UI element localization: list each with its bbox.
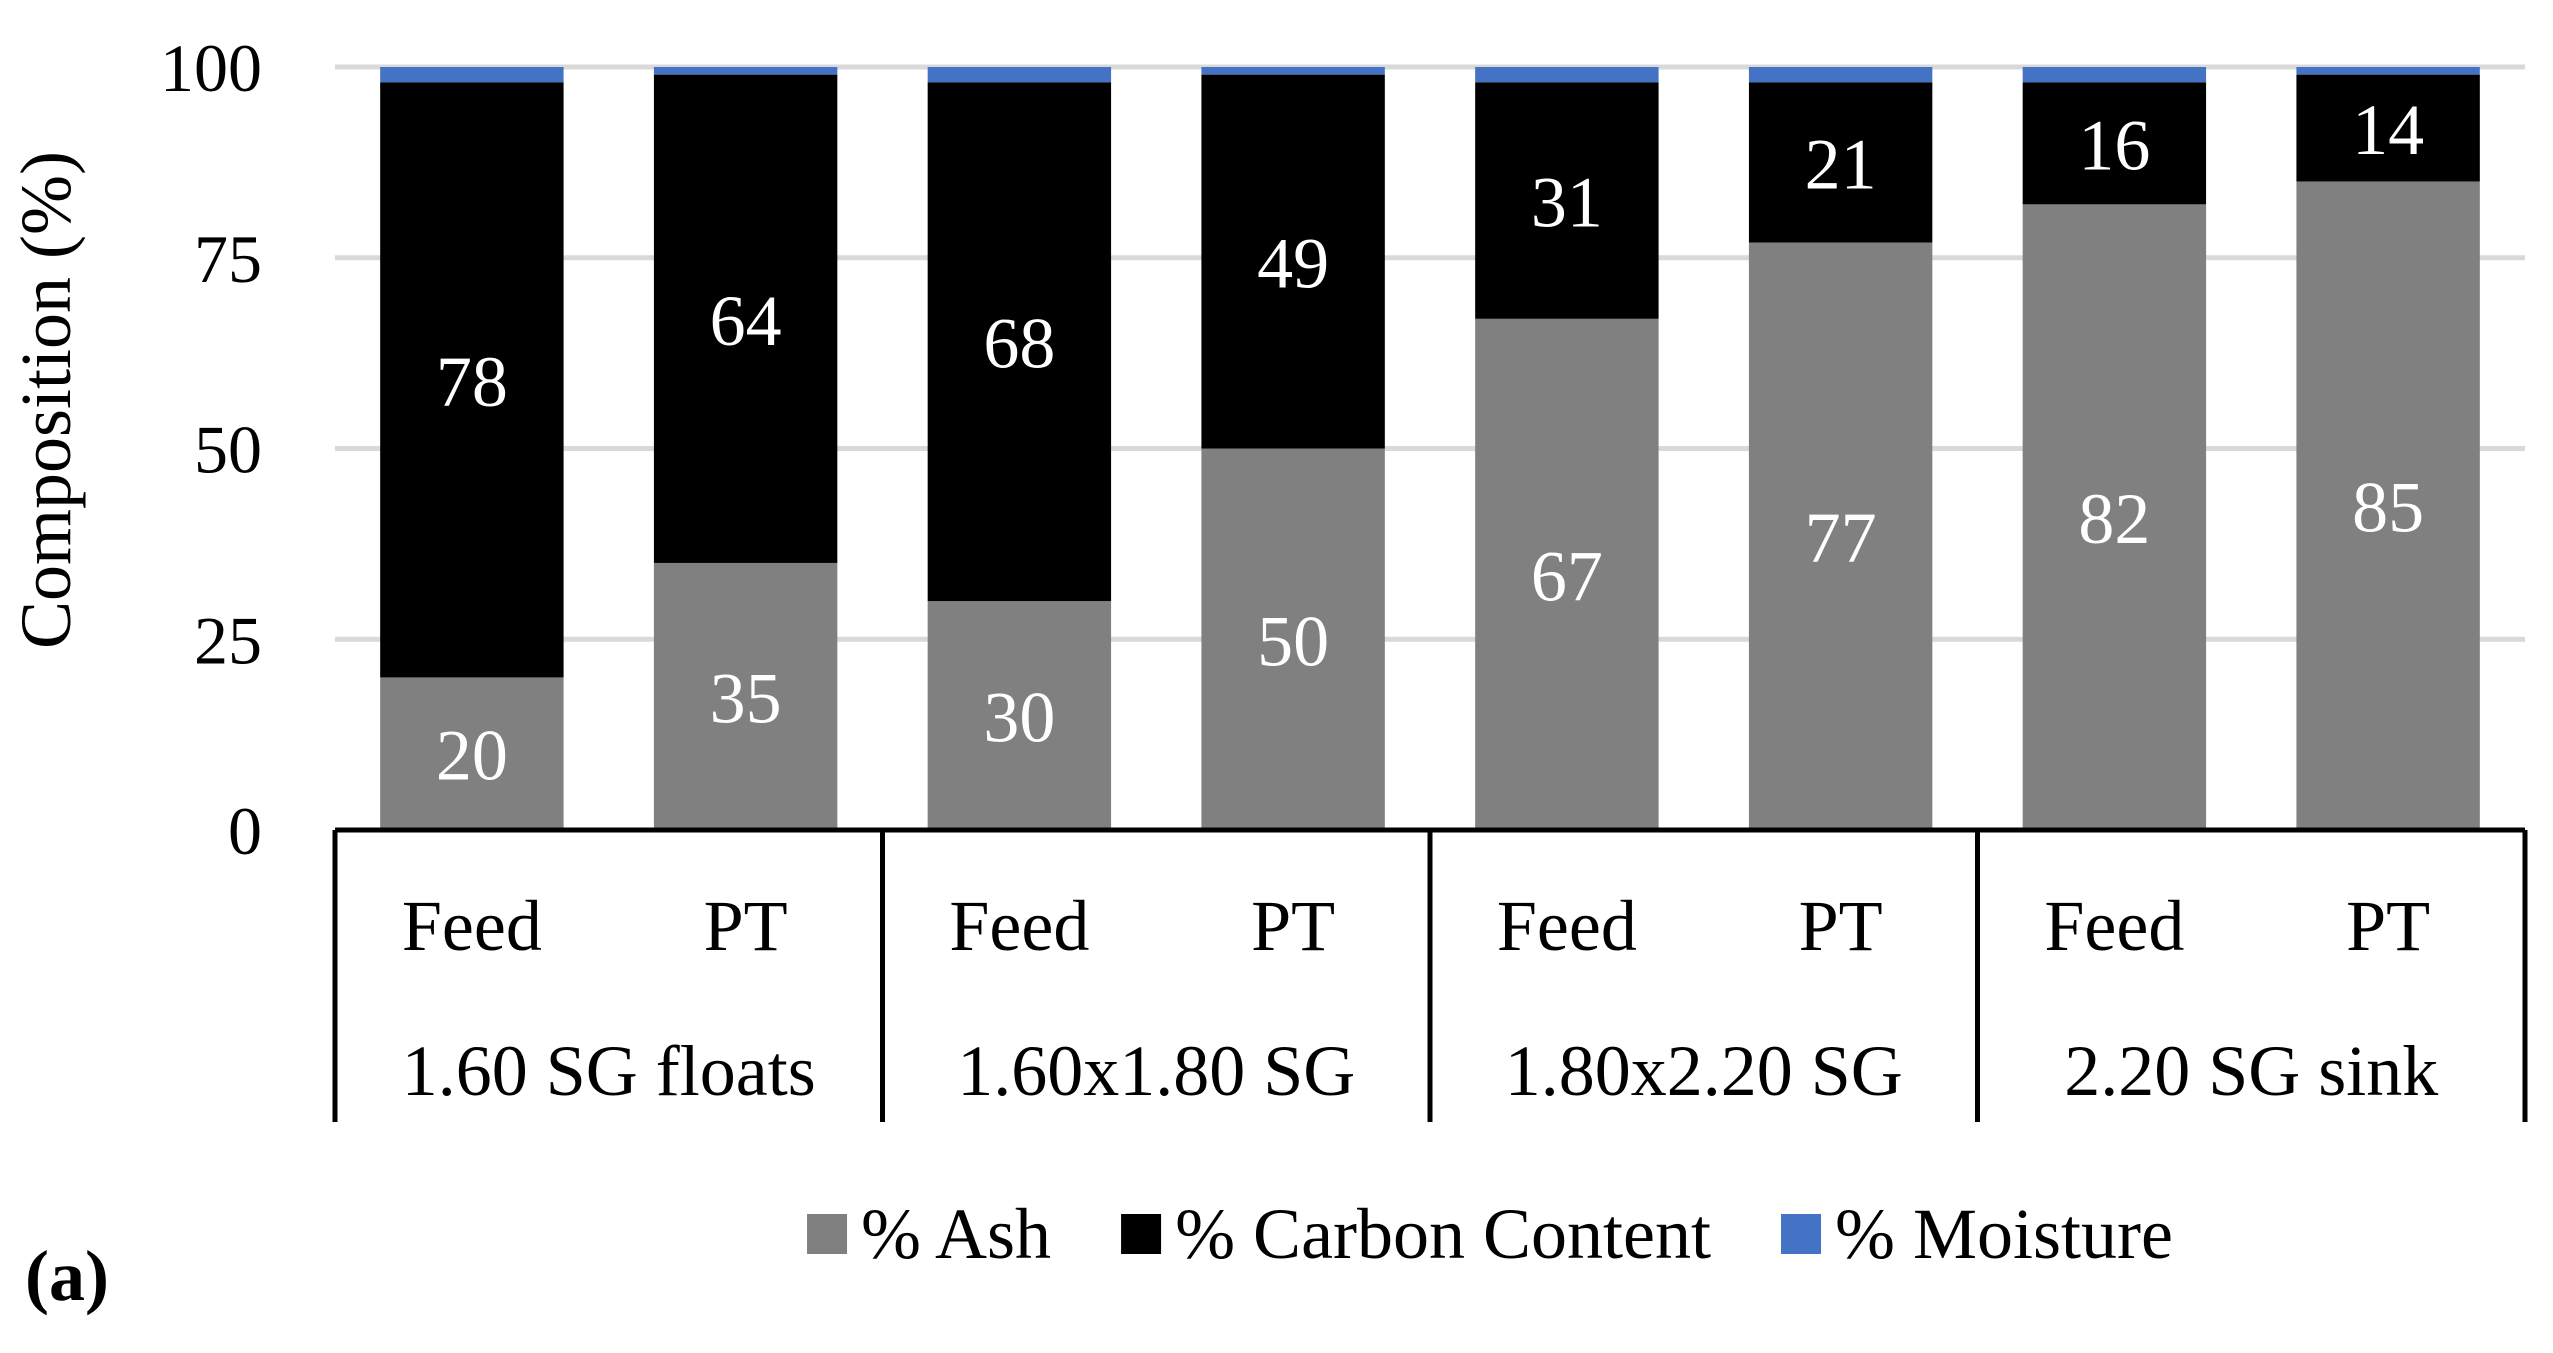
- y-axis-title: Composition (%): [6, 151, 86, 649]
- bar-segment: [927, 82, 1112, 602]
- x-tick-label: Feed: [402, 886, 542, 966]
- x-tick-label: Feed: [1497, 886, 1637, 966]
- bar-segment: [1475, 82, 1659, 319]
- bar-segment: [927, 67, 1112, 83]
- bar-segment: [653, 562, 838, 830]
- data-label: 21: [1805, 124, 1877, 204]
- data-label: 67: [1531, 536, 1603, 616]
- legend-label: % Ash: [861, 1194, 1051, 1274]
- group-label: 1.60x1.80 SG: [957, 1031, 1355, 1111]
- bar-segment: [1201, 448, 1385, 830]
- data-label: 64: [710, 281, 782, 361]
- data-labels: 20 78 35 64 30 68 50 49 67 31 77 21 82 16 85 14: [436, 90, 2424, 796]
- bar-segment: [1475, 67, 1659, 83]
- bar-segment: [380, 82, 564, 678]
- bar-segment: [380, 67, 564, 83]
- y-tick-label: 0: [228, 793, 262, 869]
- legend-label: % Moisture: [1835, 1194, 2173, 1274]
- x-tick-label: PT: [2346, 886, 2430, 966]
- axes: 0 25 50 75 100 Feed PT Feed PT Feed PT Feed PT 1.60 S…: [160, 30, 2528, 1122]
- legend-swatch: [1780, 1214, 1821, 1254]
- data-label: 35: [710, 658, 782, 738]
- bar-segment: [1201, 74, 1385, 449]
- legend: % Ash % Carbon Content % Moisture: [807, 1194, 2173, 1274]
- data-label: 20: [436, 716, 508, 796]
- bar-segment: [653, 74, 838, 563]
- bars: [380, 67, 2480, 831]
- data-label: 85: [2352, 468, 2424, 548]
- data-label: 49: [1257, 224, 1329, 304]
- legend-swatch: [807, 1214, 848, 1254]
- bar-segment: [2022, 67, 2207, 83]
- bar-segment: [927, 601, 1112, 830]
- bar-segment: [1475, 318, 1659, 830]
- x-tick-label: PT: [704, 886, 788, 966]
- data-label: 16: [2078, 105, 2150, 185]
- legend-label: % Carbon Content: [1175, 1194, 1711, 1274]
- bar-segment: [2022, 82, 2207, 205]
- x-tick-label: PT: [1799, 886, 1883, 966]
- data-label: 30: [983, 678, 1055, 758]
- y-tick-label: 100: [160, 30, 262, 106]
- bar-segment: [653, 67, 838, 75]
- bar-segment: [1748, 67, 1933, 83]
- x-tick-label: Feed: [2044, 886, 2184, 966]
- data-label: 50: [1257, 601, 1329, 681]
- group-label: 2.20 SG sink: [2064, 1031, 2438, 1111]
- y-tick-label: 25: [194, 602, 262, 678]
- bar-segment: [1201, 67, 1385, 75]
- bar-segment: [2022, 204, 2207, 831]
- data-label: 31: [1531, 163, 1603, 243]
- data-label: 68: [983, 304, 1055, 384]
- x-tick-label: PT: [1251, 886, 1335, 966]
- data-label: 77: [1805, 498, 1877, 578]
- x-tick-label: Feed: [949, 886, 1089, 966]
- bar-segment: [2296, 74, 2480, 182]
- bar-segment: [2296, 67, 2480, 75]
- panel-label: (a): [25, 1236, 109, 1316]
- group-label: 1.80x2.20 SG: [1505, 1031, 1903, 1111]
- legend-swatch: [1121, 1214, 1162, 1254]
- data-label: 78: [436, 342, 508, 422]
- bar-segment: [380, 677, 564, 830]
- bar-segment: [1748, 242, 1933, 831]
- data-label: 14: [2352, 90, 2424, 170]
- data-label: 82: [2078, 479, 2150, 559]
- y-tick-label: 50: [194, 412, 262, 488]
- bar-segment: [2296, 181, 2480, 830]
- group-label: 1.60 SG floats: [402, 1031, 816, 1111]
- y-tick-label: 75: [194, 221, 262, 297]
- bar-segment: [1748, 82, 1933, 243]
